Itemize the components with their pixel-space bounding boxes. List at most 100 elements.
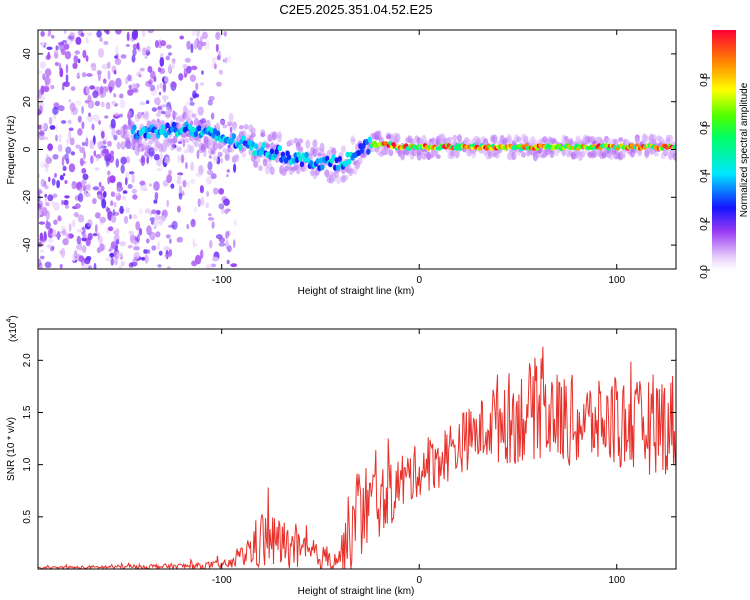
spectrogram-cell: [218, 242, 226, 247]
spectrogram-cell: [90, 155, 94, 165]
spectrogram-cell: [153, 218, 160, 227]
spectrogram-cell: [146, 120, 152, 126]
spectrogram-cell: [72, 62, 78, 69]
spectrogram-cell: [131, 240, 138, 246]
spectrogram-cell: [39, 232, 44, 241]
spectrogram-cell: [208, 95, 215, 101]
spectrogram-cell: [243, 124, 249, 130]
spectrogram-cell: [224, 155, 230, 160]
colorbar-tick-label: 0.4: [699, 169, 710, 183]
spectrogram-cell: [69, 32, 76, 37]
spectrogram-cell: [160, 124, 165, 131]
spectrogram-cell: [668, 134, 673, 142]
spectrogram-cell: [177, 205, 181, 213]
spectrogram-cell: [171, 121, 177, 128]
spectrogram-cell: [637, 148, 643, 157]
spectrogram-cell: [51, 178, 56, 186]
spectrogram-cell: [146, 155, 149, 165]
spectrogram-cell: [125, 177, 128, 186]
spectrogram-cell: [49, 125, 56, 130]
spectrogram-cell: [97, 48, 105, 58]
spectrogram-cell: [131, 30, 138, 40]
spectrogram-cell: [117, 185, 122, 193]
spectrogram-y-ticks: -40 -20 0 20 40: [22, 48, 676, 252]
spectrogram-cell: [94, 224, 98, 234]
spectrogram-cell: [123, 215, 129, 224]
spectrogram-cell: [162, 96, 169, 100]
spectrogram-cell: [119, 93, 124, 99]
y-tick-label: 0: [22, 146, 33, 152]
spectrogram-cell: [55, 45, 59, 51]
spectrogram-cell: [160, 152, 163, 163]
x-tick-label: 0: [416, 275, 422, 286]
spectrogram-cell: [226, 259, 230, 265]
spectrogram-cell: [97, 140, 104, 150]
spectrogram-cell: [179, 138, 185, 143]
spectrogram-cell: [96, 30, 102, 38]
spectrogram-cell: [136, 42, 140, 50]
spectrogram-cell: [137, 111, 142, 119]
spectrogram-cell: [182, 64, 188, 69]
spectrogram-cell: [120, 261, 126, 267]
spectrogram-cell: [224, 57, 228, 64]
spectrogram-cell: [511, 151, 517, 161]
spectrogram-cell: [216, 81, 222, 87]
spectrogram-cell: [59, 250, 64, 255]
x-tick-label: 0: [416, 575, 422, 586]
spectrogram-cell: [209, 239, 213, 249]
spectrogram-cell: [50, 34, 55, 39]
spectrogram-cell: [205, 263, 213, 269]
spectrogram-cell: [89, 140, 95, 150]
spectrogram-cell: [178, 73, 184, 81]
snr-scale-suffix: ): [8, 315, 19, 318]
colorbar-tick-label: 0.8: [699, 73, 710, 87]
spectrogram-cell: [77, 115, 82, 123]
spectrogram-cell: [120, 54, 127, 59]
spectrogram-cell: [234, 154, 240, 160]
spectrogram-cell: [65, 63, 69, 74]
spectrogram-cell: [38, 200, 44, 210]
snr-x-ticks: -100 0 100: [212, 329, 626, 586]
spectrogram-cell: [101, 198, 107, 209]
spectrogram-cell: [149, 183, 152, 187]
spectrogram-cell: [60, 48, 66, 56]
spectrogram-cell: [38, 221, 46, 225]
spectrogram-cell: [89, 85, 96, 90]
spectrogram-cell: [306, 157, 311, 164]
spectrogram-cell: [60, 199, 65, 206]
spectrogram-cell: [107, 61, 111, 69]
spectrogram-cell: [201, 70, 204, 75]
x-tick-label: 100: [608, 575, 625, 586]
spectrogram-cell: [149, 231, 156, 241]
spectrogram-cell: [197, 40, 203, 51]
spectrogram-cell: [113, 70, 117, 75]
spectrogram-panel: -100 0 100 -40 -20 0 20 40 Height of straight …: [6, 29, 677, 297]
spectrogram-cell: [44, 184, 49, 190]
spectrogram-cell: [168, 249, 173, 257]
spectrogram-cell: [39, 94, 45, 101]
spectrogram-cell: [137, 233, 140, 243]
spectrogram-cell: [110, 241, 116, 249]
spectrogram-cell: [653, 152, 659, 157]
spectrogram-cell: [269, 166, 275, 175]
spectrogram-cell: [165, 122, 170, 129]
spectrogram-cell: [125, 44, 130, 47]
spectrogram-cell: [229, 144, 235, 153]
spectrogram-cell: [200, 249, 204, 259]
spectrogram-cell: [227, 245, 232, 253]
spectrogram-cell: [115, 158, 120, 168]
spectrogram-cell: [224, 209, 229, 214]
spectrogram-cell: [109, 252, 115, 258]
spectrogram-cell: [319, 142, 325, 152]
colorbar-tick-label: 0.6: [699, 121, 710, 135]
spectrogram-cell: [81, 168, 87, 174]
spectrogram-cell: [189, 74, 197, 82]
spectrogram-cell: [170, 183, 175, 189]
spectrogram-cell: [53, 202, 60, 211]
spectrogram-cell: [220, 157, 224, 164]
spectrogram-cell: [171, 220, 178, 230]
spectrogram-cell: [388, 149, 394, 157]
spectrogram-cell: [93, 262, 97, 269]
spectrogram-cell: [75, 144, 81, 149]
spectrogram-cell: [191, 260, 198, 267]
